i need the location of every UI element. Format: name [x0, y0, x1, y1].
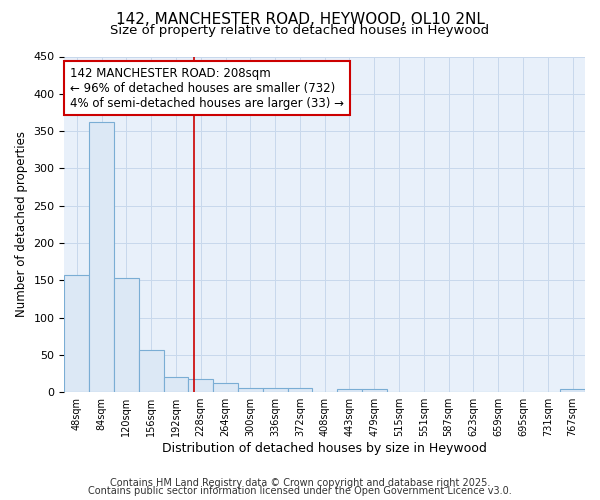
X-axis label: Distribution of detached houses by size in Heywood: Distribution of detached houses by size … [162, 442, 487, 455]
Text: 142, MANCHESTER ROAD, HEYWOOD, OL10 2NL: 142, MANCHESTER ROAD, HEYWOOD, OL10 2NL [116, 12, 484, 28]
Bar [213, 382, 238, 392]
Text: Contains public sector information licensed under the Open Government Licence v3: Contains public sector information licen… [88, 486, 512, 496]
Bar [164, 378, 188, 392]
Bar [114, 278, 139, 392]
Bar [560, 389, 585, 392]
Bar [362, 389, 386, 392]
Text: Contains HM Land Registry data © Crown copyright and database right 2025.: Contains HM Land Registry data © Crown c… [110, 478, 490, 488]
Bar [238, 388, 263, 392]
Bar [89, 122, 114, 392]
Bar [263, 388, 287, 392]
Bar [188, 379, 213, 392]
Bar [139, 350, 164, 392]
Bar [287, 388, 313, 392]
Bar [64, 275, 89, 392]
Text: 142 MANCHESTER ROAD: 208sqm
← 96% of detached houses are smaller (732)
4% of sem: 142 MANCHESTER ROAD: 208sqm ← 96% of det… [70, 66, 344, 110]
Y-axis label: Number of detached properties: Number of detached properties [15, 132, 28, 318]
Text: Size of property relative to detached houses in Heywood: Size of property relative to detached ho… [110, 24, 490, 37]
Bar [337, 389, 362, 392]
